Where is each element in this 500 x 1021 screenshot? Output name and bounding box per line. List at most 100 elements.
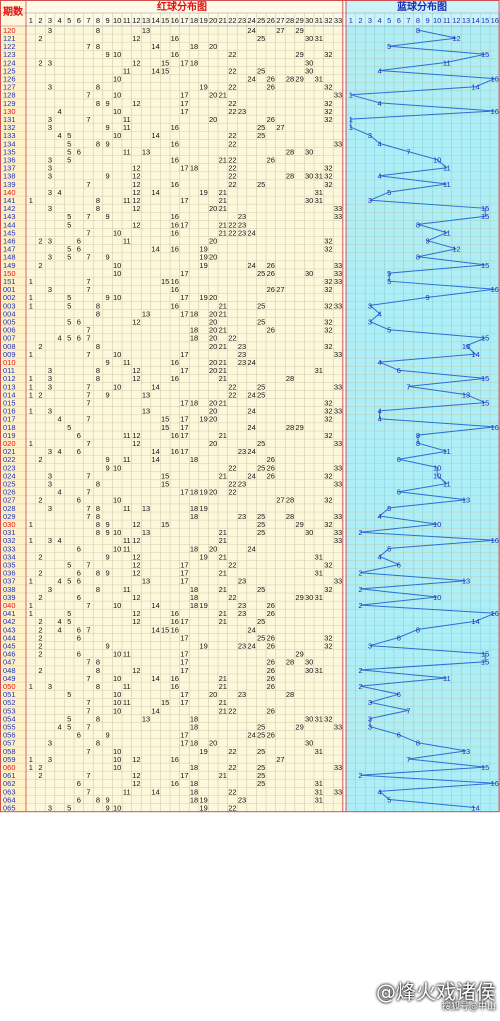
red-column-header: 16 [171,16,179,25]
blue-column-header: 12 [452,16,460,25]
red-ball: 7 [86,253,90,262]
red-ball: 10 [113,293,121,302]
red-ball: 22 [228,747,236,756]
red-ball: 5 [67,423,71,432]
red-ball: 11 [123,682,131,691]
red-ball: 5 [67,139,71,148]
period-label: 132 [3,123,16,132]
red-ball: 20 [209,91,217,100]
blue-ball: 15 [481,212,489,221]
red-ball: 22 [228,706,236,715]
red-ball: 17 [180,447,188,456]
red-ball: 23 [238,609,246,618]
red-ball: 8 [96,520,100,529]
red-ball: 26 [267,706,275,715]
red-ball: 20 [209,342,217,351]
red-ball: 6 [77,318,81,327]
blue-ball: 2 [358,569,362,578]
red-ball: 14 [151,601,159,610]
period-label: 022 [3,455,16,464]
red-ball: 5 [67,147,71,156]
red-ball: 11 [123,585,131,594]
red-column-header: 17 [180,16,188,25]
period-label: 059 [3,755,16,764]
red-ball: 32 [324,561,332,570]
red-ball: 4 [58,723,62,732]
period-label: 028 [3,504,16,513]
blue-ball: 12 [452,34,460,43]
red-ball: 27 [276,123,284,132]
period-label: 120 [3,26,16,35]
red-ball: 22 [228,463,236,472]
red-ball: 24 [247,390,255,399]
red-ball: 12 [132,180,140,189]
red-ball: 2 [38,58,42,67]
period-label: 122 [3,42,16,51]
red-ball: 30 [305,196,313,205]
red-ball: 8 [96,480,100,489]
red-ball: 12 [132,196,140,205]
red-ball: 21 [219,301,227,310]
red-ball: 16 [171,625,179,634]
red-ball: 23 [238,212,246,221]
red-ball: 18 [190,544,198,553]
blue-ball: 6 [397,633,401,642]
red-ball: 32 [324,172,332,181]
red-ball: 21 [219,682,227,691]
period-label: 149 [3,261,16,270]
red-ball: 19 [199,601,207,610]
red-column-header: 28 [286,16,294,25]
red-ball: 6 [77,496,81,505]
red-ball: 1 [29,301,33,310]
red-ball: 5 [67,723,71,732]
red-ball: 30 [305,528,313,537]
period-label: 130 [3,107,16,116]
red-ball: 14 [151,245,159,254]
red-ball: 17 [180,771,188,780]
red-ball: 14 [151,42,159,51]
period-label: 010 [3,358,16,367]
red-ball: 27 [276,26,284,35]
red-ball: 31 [315,714,323,723]
period-label: 138 [3,172,16,181]
period-label: 031 [3,528,16,537]
red-ball: 14 [151,447,159,456]
red-ball: 25 [257,123,265,132]
red-ball: 9 [106,804,110,813]
red-ball: 15 [161,698,169,707]
red-ball: 8 [96,714,100,723]
red-ball: 13 [142,390,150,399]
red-ball: 33 [334,528,342,537]
red-ball: 25 [257,585,265,594]
blue-ball-trend-line [350,29,495,809]
red-ball: 24 [247,26,255,35]
blue-ball: 3 [368,698,372,707]
red-ball: 9 [106,463,110,472]
red-ball: 2 [38,390,42,399]
red-ball: 29 [295,650,303,659]
blue-ball: 2 [358,666,362,675]
red-ball: 33 [334,301,342,310]
blue-ball: 5 [387,795,391,804]
red-ball: 28 [286,75,294,84]
red-ball: 22 [228,83,236,92]
blue-ball: 6 [397,690,401,699]
red-ball: 33 [334,439,342,448]
red-ball: 23 [238,350,246,359]
red-ball: 31 [315,366,323,375]
red-ball: 6 [77,334,81,343]
red-ball: 7 [86,625,90,634]
red-ball: 31 [315,75,323,84]
red-ball: 33 [334,463,342,472]
red-ball: 7 [86,787,90,796]
red-ball: 2 [38,593,42,602]
red-ball: 7 [86,415,90,424]
red-ball: 22 [228,220,236,229]
period-label: 030 [3,520,16,529]
blue-ball: 16 [491,285,499,294]
red-ball: 4 [58,131,62,140]
red-ball: 1 [29,390,33,399]
red-ball: 17 [180,58,188,67]
period-label: 013 [3,382,16,391]
red-ball: 32 [324,245,332,254]
